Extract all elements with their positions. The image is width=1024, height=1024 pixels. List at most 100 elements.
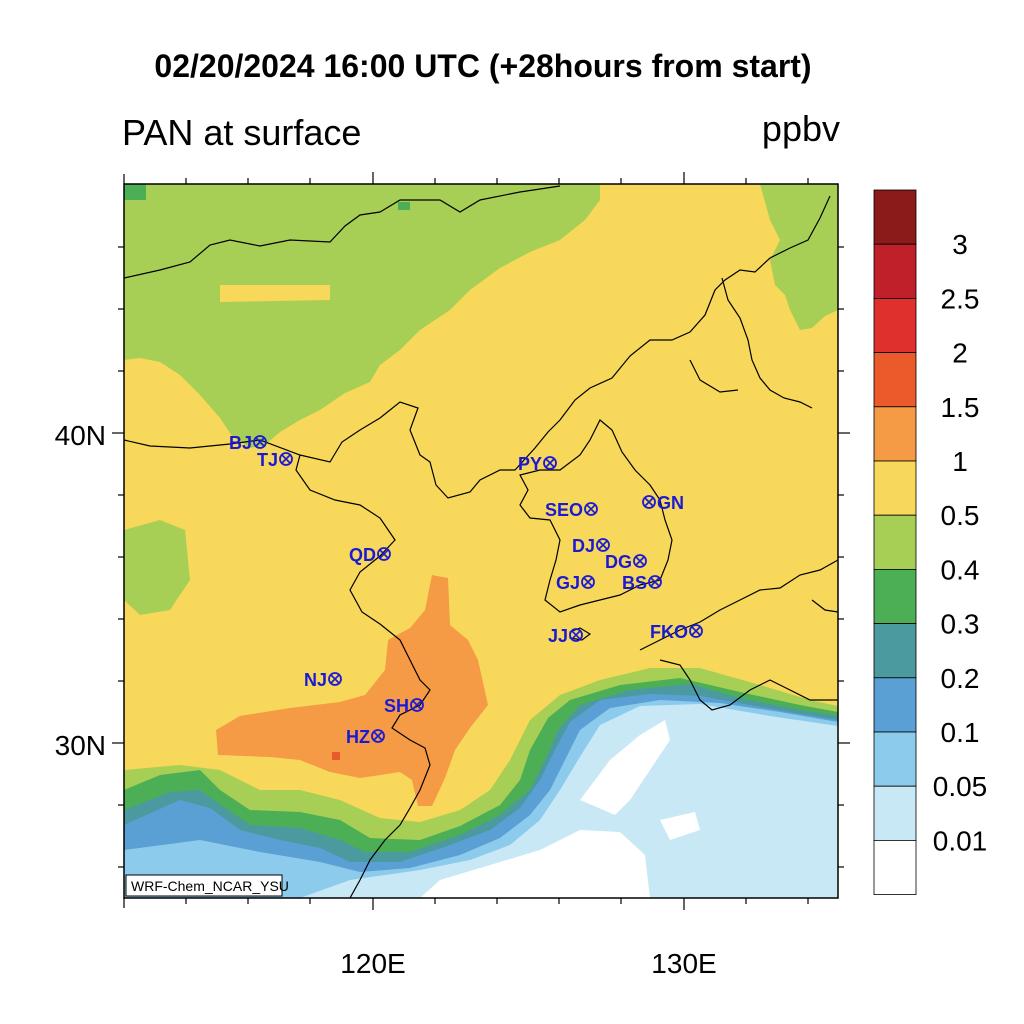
- colorbar-swatch: [873, 297, 917, 353]
- station-nj: NJ: [304, 670, 342, 690]
- colorbar-level-label: 0.1: [941, 717, 980, 748]
- station-qd: QD: [349, 545, 391, 565]
- units-label: ppbv: [761, 108, 840, 149]
- station-marker-icon: [328, 672, 342, 686]
- station-dg: DG: [605, 552, 647, 572]
- station-sh: SH: [384, 696, 424, 716]
- station-cross-icon: [598, 540, 608, 550]
- colorbar-level-label: 0.05: [933, 771, 988, 802]
- station-cross-icon: [691, 626, 701, 636]
- field-south-paleblue: [300, 704, 838, 898]
- station-label: QD: [349, 545, 376, 565]
- station-marker-icon: [410, 698, 424, 712]
- station-label: GN: [657, 493, 684, 513]
- station-cross-icon: [650, 577, 660, 587]
- station-marker-icon: [689, 624, 703, 638]
- colorbar-swatch: [873, 243, 917, 299]
- field-west-green: [124, 520, 190, 615]
- station-label: NJ: [304, 670, 327, 690]
- station-dj: DJ: [572, 536, 610, 556]
- station-marker-icon: [648, 575, 662, 589]
- colorbar-swatch: [873, 623, 917, 679]
- station-label: DJ: [572, 536, 595, 556]
- field-north-green: [124, 184, 600, 448]
- station-label: BS: [622, 573, 647, 593]
- credit-label: WRF-Chem_NCAR_YSU: [131, 878, 289, 894]
- station-marker-icon: [569, 628, 583, 642]
- colorbar-level-label: 0.4: [941, 554, 980, 585]
- colorbar-swatch: [873, 840, 917, 896]
- station-label: HZ: [346, 727, 370, 747]
- station-label: TJ: [257, 450, 278, 470]
- station-cross-icon: [373, 731, 383, 741]
- station-cross-icon: [379, 549, 389, 559]
- station-label: BJ: [229, 433, 252, 453]
- colorbar-swatch: [873, 406, 917, 462]
- station-cross-icon: [583, 577, 593, 587]
- lat-label-30n: 30N: [55, 730, 106, 761]
- colorbar-swatch: [873, 352, 917, 408]
- station-cross-icon: [571, 630, 581, 640]
- field-south-white2: [580, 720, 670, 815]
- colorbar-level-label: 1.5: [941, 392, 980, 423]
- station-fko: FKO: [650, 622, 703, 642]
- station-label: SH: [384, 696, 409, 716]
- station-label: DG: [605, 552, 632, 572]
- lon-label-120e: 120E: [340, 948, 405, 979]
- field-south-white3: [660, 812, 700, 840]
- colorbar-level-label: 0.2: [941, 663, 980, 694]
- colorbar-level-label: 3: [952, 229, 968, 260]
- field-orange-plume: [216, 575, 488, 806]
- colorbar: 3 2.5 2 1.5 1 0.5 0.4 0.3 0.2 0.1 0.05 0.01: [873, 189, 988, 896]
- colorbar-swatch: [873, 460, 917, 516]
- station-jj: JJ: [548, 626, 583, 646]
- axis-ticks: [112, 172, 850, 910]
- colorbar-swatch: [873, 785, 917, 841]
- colorbar-level-label: 0.5: [941, 500, 980, 531]
- station-marker-icon: [253, 435, 267, 449]
- station-marker-icon: [371, 729, 385, 743]
- station-label: FKO: [650, 622, 688, 642]
- station-bs: BS: [622, 573, 662, 593]
- station-cross-icon: [586, 504, 596, 514]
- station-cross-icon: [281, 454, 291, 464]
- colorbar-level-label: 2: [952, 338, 968, 369]
- station-tj: TJ: [257, 450, 293, 470]
- station-gj: GJ: [556, 573, 595, 593]
- colorbar-swatch: [873, 731, 917, 787]
- credit-box: [125, 874, 283, 897]
- station-hz: HZ: [346, 727, 385, 747]
- station-label: JJ: [548, 626, 568, 646]
- station-marker-icon: [279, 452, 293, 466]
- station-label: PY: [518, 454, 542, 474]
- station-label: GJ: [556, 573, 580, 593]
- field-yellow-patch: [220, 285, 330, 302]
- station-gn: GN: [642, 493, 684, 513]
- field-south-white: [420, 830, 650, 898]
- colorbar-swatch: [873, 569, 917, 625]
- station-cross-icon: [644, 497, 654, 507]
- station-cross-icon: [255, 437, 265, 447]
- station-cross-icon: [412, 700, 422, 710]
- station-py: PY: [518, 454, 557, 474]
- colorbar-level-label: 2.5: [941, 283, 980, 314]
- colorbar-level-label: 0.3: [941, 609, 980, 640]
- variable-label: PAN at surface: [122, 112, 362, 153]
- colorbar-swatch: [873, 189, 917, 245]
- station-marker-icon: [377, 547, 391, 561]
- colorbar-swatch: [873, 677, 917, 733]
- station-marker-icon: [642, 495, 656, 509]
- station-cross-icon: [635, 556, 645, 566]
- colorbar-swatch: [873, 514, 917, 570]
- station-seo: SEO: [545, 500, 598, 520]
- colorbar-level-label: 1: [952, 446, 968, 477]
- station-marker-icon: [633, 554, 647, 568]
- station-label: SEO: [545, 500, 583, 520]
- lon-label-130e: 130E: [651, 948, 716, 979]
- station-cross-icon: [330, 674, 340, 684]
- map-frame: [123, 183, 839, 899]
- map-title: 02/20/2024 16:00 UTC (+28hours from star…: [154, 48, 812, 84]
- station-marker-icon: [596, 538, 610, 552]
